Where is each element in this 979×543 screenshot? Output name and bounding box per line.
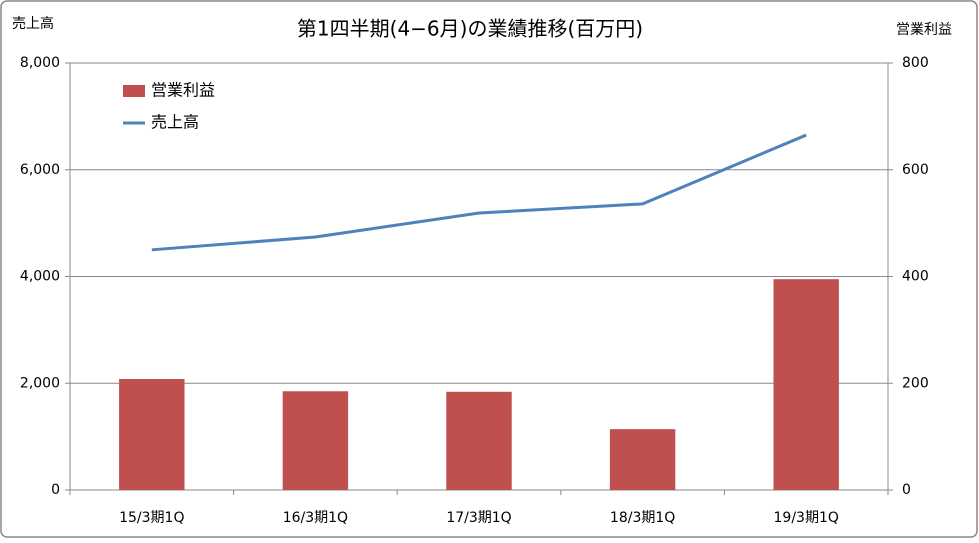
- x-tick-label: 15/3期1Q: [119, 510, 184, 526]
- x-tick-label: 17/3期1Q: [446, 510, 511, 526]
- y-tick-label: 8,000: [20, 55, 60, 71]
- y2-tick-label: 0: [902, 482, 911, 498]
- y2-tick-label: 400: [902, 269, 929, 285]
- legend-swatch: [123, 85, 145, 97]
- y-tick-label: 4,000: [20, 269, 60, 285]
- x-tick-label: 16/3期1Q: [283, 510, 348, 526]
- line: [151, 133, 807, 252]
- bar: [282, 391, 349, 490]
- y-tick-label: 0: [51, 482, 60, 498]
- chart-title: 第1四半期(4−6月)の業績推移(百万円): [297, 17, 643, 41]
- y-tick-label: 2,000: [20, 375, 60, 391]
- x-tick-label: 18/3期1Q: [610, 510, 675, 526]
- x-tick-label: 19/3期1Q: [774, 510, 839, 526]
- y-axis-label: 売上高: [12, 15, 54, 32]
- bar: [446, 391, 512, 490]
- bar: [119, 378, 185, 490]
- bar: [773, 279, 839, 490]
- y2-tick-label: 800: [902, 55, 929, 71]
- bar: [609, 429, 676, 490]
- y2-tick-label: 200: [902, 375, 929, 391]
- legend-label: 売上高: [151, 113, 199, 132]
- y2-tick-label: 600: [902, 162, 929, 178]
- y2-axis-label: 営業利益: [896, 22, 952, 38]
- y-tick-label: 6,000: [20, 162, 60, 178]
- legend-label: 営業利益: [151, 81, 215, 100]
